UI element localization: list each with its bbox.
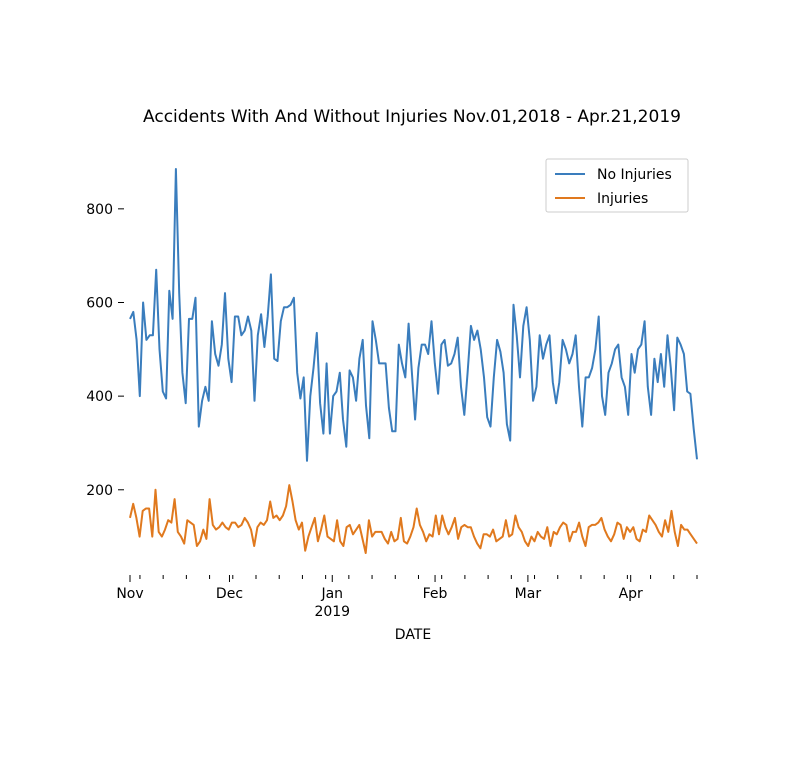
series-line-injuries [129,484,698,554]
plot-area [129,168,698,554]
x-axis: Nov Dec Jan Feb Mar Apr 2019 [116,575,698,620]
legend-label-no-injuries: No Injuries [597,167,672,183]
x-tick-label: Nov [116,586,143,602]
x-tick-label: Jan [320,586,343,602]
series-line-no-injuries [129,168,698,462]
x-axis-label: DATE [395,627,431,643]
y-axis: 200 400 600 800 [86,202,124,499]
x-tick-label: Apr [619,586,643,602]
y-tick-label: 600 [86,295,113,311]
x-tick-label: Feb [423,586,448,602]
x-year-label: 2019 [314,604,350,620]
y-tick-label: 800 [86,202,113,218]
y-tick-label: 400 [86,389,113,405]
legend: No Injuries Injuries [545,158,689,213]
y-tick-label: 200 [86,483,113,499]
x-tick-label: Mar [515,586,542,602]
chart-title: Accidents With And Without Injuries Nov.… [143,107,681,127]
x-tick-label: Dec [216,586,243,602]
legend-label-injuries: Injuries [597,191,648,207]
